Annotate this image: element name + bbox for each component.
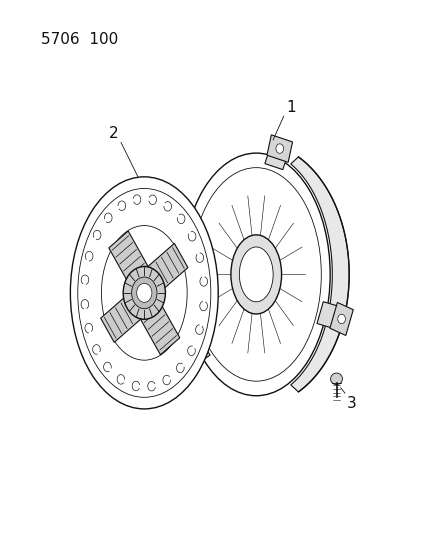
Ellipse shape [78, 189, 211, 397]
Ellipse shape [338, 314, 345, 324]
Polygon shape [147, 244, 188, 292]
Polygon shape [265, 146, 288, 169]
Text: 3: 3 [347, 395, 357, 411]
Ellipse shape [132, 277, 157, 309]
Ellipse shape [182, 153, 330, 395]
Ellipse shape [101, 225, 187, 360]
Ellipse shape [275, 144, 284, 155]
Polygon shape [181, 337, 210, 367]
Polygon shape [330, 302, 353, 335]
Ellipse shape [191, 168, 321, 381]
Ellipse shape [137, 284, 152, 302]
Ellipse shape [183, 353, 190, 363]
Polygon shape [141, 303, 180, 355]
Text: 1: 1 [287, 100, 296, 115]
Polygon shape [267, 135, 293, 163]
Ellipse shape [239, 247, 273, 302]
Ellipse shape [330, 373, 342, 385]
Polygon shape [101, 294, 142, 342]
Polygon shape [291, 157, 349, 392]
Text: 5706  100: 5706 100 [41, 32, 118, 47]
Ellipse shape [123, 266, 165, 319]
Ellipse shape [70, 177, 218, 409]
Ellipse shape [276, 144, 284, 154]
Ellipse shape [231, 235, 282, 314]
Text: 2: 2 [108, 126, 118, 141]
Ellipse shape [183, 352, 192, 363]
Polygon shape [109, 231, 148, 282]
Ellipse shape [336, 313, 345, 324]
Polygon shape [317, 302, 344, 330]
Polygon shape [173, 341, 200, 375]
